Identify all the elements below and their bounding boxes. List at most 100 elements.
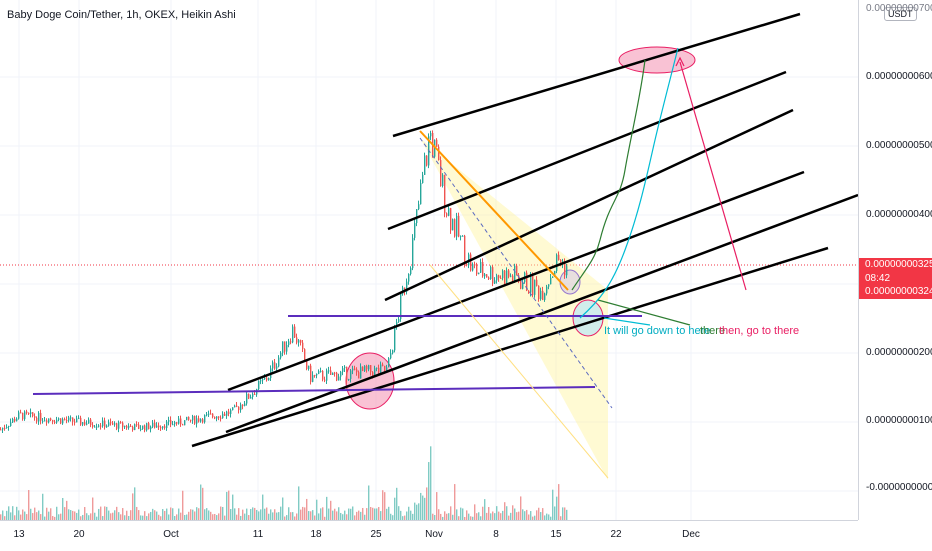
volume-bar	[310, 511, 312, 520]
price-tick: 0.000000005000	[866, 140, 932, 151]
volume-bar	[248, 515, 250, 520]
candle-body	[284, 341, 286, 352]
candle-body	[208, 413, 210, 415]
volume-bar	[514, 508, 516, 520]
volume-bar	[220, 506, 222, 520]
candle-body	[14, 418, 16, 422]
candle-body	[38, 412, 40, 422]
volume-bar	[76, 512, 78, 520]
candle-body	[554, 271, 556, 277]
volume-bar	[412, 513, 414, 520]
volume-bar	[434, 515, 436, 520]
candle-body	[482, 261, 484, 277]
volume-bar	[266, 507, 268, 520]
candle-body	[500, 277, 502, 279]
volume-bar	[320, 508, 322, 520]
candle-body	[480, 261, 482, 273]
volume-bar	[452, 514, 454, 520]
candle-body	[396, 321, 398, 327]
volume-bar	[552, 489, 554, 520]
volume-bar	[392, 515, 394, 520]
volume-bar	[520, 496, 522, 520]
candle-body	[436, 139, 438, 147]
candle-body	[170, 419, 172, 425]
volume-bar	[66, 500, 68, 520]
volume-bar	[554, 506, 556, 520]
volume-bar	[260, 509, 262, 520]
candle-body	[272, 362, 274, 369]
channel-line	[384, 108, 794, 302]
time-scale[interactable]	[0, 520, 858, 551]
candle-body	[68, 417, 70, 421]
price-chart[interactable]	[0, 0, 858, 520]
volume-bar	[338, 507, 340, 520]
candle-body	[330, 370, 332, 375]
channel-line	[387, 70, 787, 231]
candle-body	[322, 370, 324, 380]
volume-bar	[340, 512, 342, 520]
volume-bar	[438, 509, 440, 520]
volume-bar	[124, 515, 126, 520]
candle-body	[76, 418, 78, 423]
volume-bar	[510, 512, 512, 520]
candle-body	[226, 411, 228, 416]
volume-bar	[464, 516, 466, 520]
last-price-tag: 0.000000003256	[859, 258, 932, 272]
volume-bar	[474, 504, 476, 520]
wedge-median	[419, 137, 613, 409]
volume-bar	[36, 512, 38, 520]
volume-bar	[478, 512, 480, 520]
volume-bar	[128, 515, 130, 520]
candle-body	[364, 365, 366, 371]
volume-bar	[202, 487, 204, 520]
candle-body	[230, 410, 232, 414]
candle-body	[10, 422, 12, 427]
volume-bar	[116, 506, 118, 520]
channel-line	[392, 12, 801, 138]
candle-body	[546, 286, 548, 294]
volume-bar	[344, 510, 346, 520]
volume-bar	[388, 506, 390, 520]
candle-body	[510, 275, 512, 277]
candle-body	[292, 326, 294, 343]
candle-body	[276, 366, 278, 369]
volume-bar	[374, 508, 376, 520]
volume-bar	[322, 507, 324, 520]
volume-bar	[386, 508, 388, 520]
volume-bar	[88, 515, 90, 520]
candle-body	[426, 155, 428, 166]
candle-body	[204, 415, 206, 423]
volume-bar	[200, 484, 202, 520]
volume-bar	[112, 512, 114, 520]
volume-bar	[86, 513, 88, 520]
candle-body	[394, 326, 396, 351]
volume-bar	[102, 516, 104, 520]
volume-bar	[8, 506, 10, 520]
volume-bar	[518, 511, 520, 520]
candle-body	[328, 370, 330, 372]
volume-bar	[92, 497, 94, 520]
volume-bar	[98, 508, 100, 520]
candle-body	[66, 420, 68, 422]
volume-bar	[240, 515, 242, 520]
candle-body	[350, 370, 352, 379]
candle-body	[464, 235, 466, 264]
green-pointer	[597, 299, 691, 326]
candle-body	[304, 349, 306, 361]
volume-bar	[208, 510, 210, 520]
volume-bar	[4, 516, 6, 520]
volume-bar	[546, 513, 548, 520]
volume-bar	[454, 484, 456, 520]
candle-body	[300, 340, 302, 343]
volume-bar	[444, 511, 446, 520]
candle-body	[96, 426, 98, 428]
volume-bar	[32, 513, 34, 520]
currency-button[interactable]: USDT	[884, 7, 917, 21]
candle-body	[560, 259, 562, 265]
volume-bar	[372, 507, 374, 520]
candle-body	[408, 274, 410, 282]
volume-bar	[156, 511, 158, 520]
candle-body	[458, 215, 460, 237]
price-tick: -0.000000000000	[866, 482, 932, 493]
volume-bar	[564, 507, 566, 520]
